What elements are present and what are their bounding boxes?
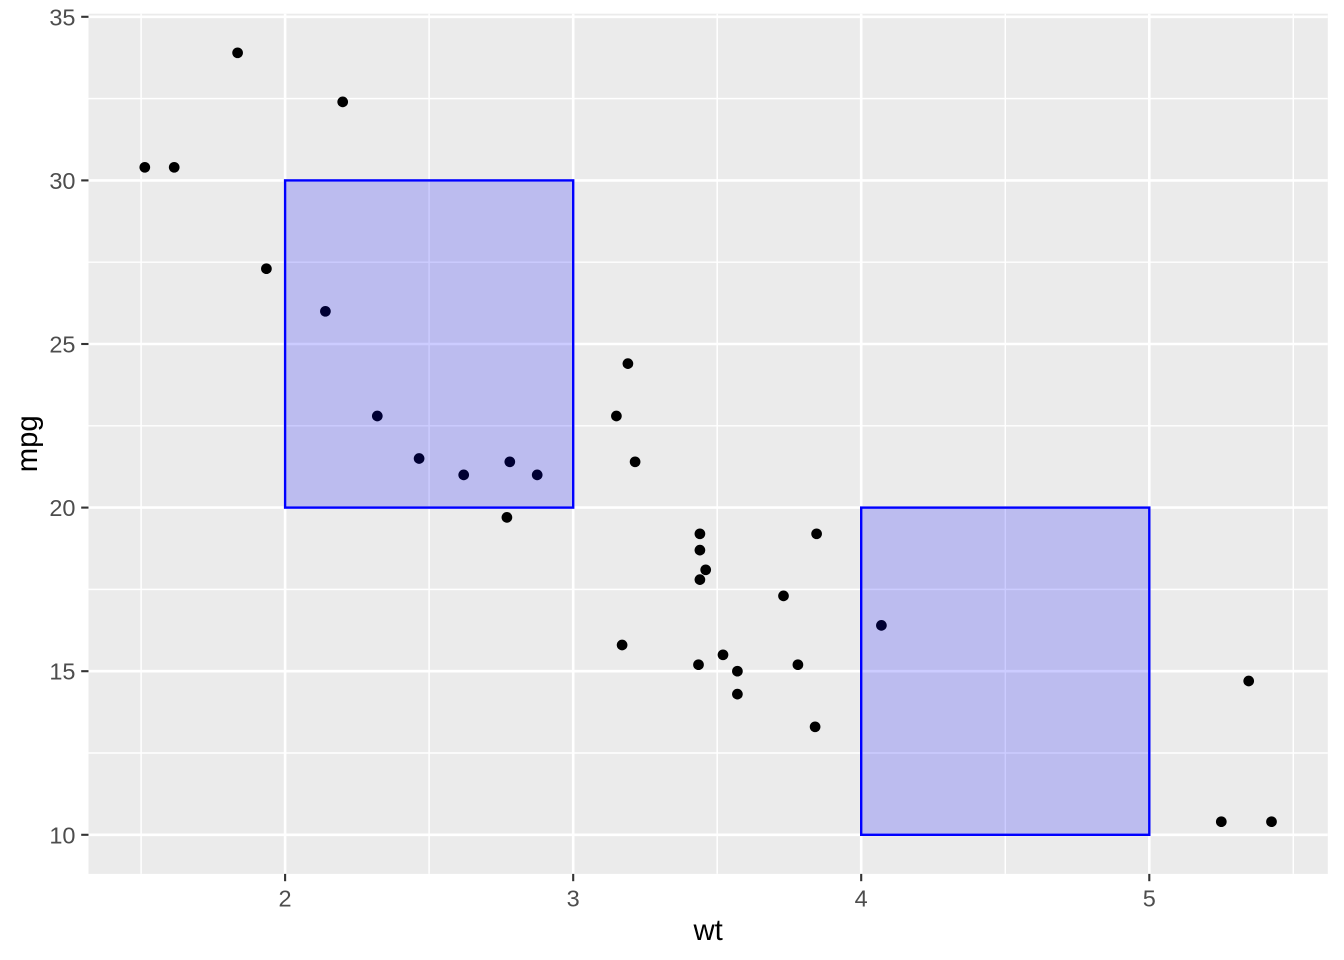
svg-text:20: 20 [49, 495, 75, 521]
svg-text:mpg: mpg [11, 415, 44, 472]
svg-text:35: 35 [49, 4, 75, 30]
svg-text:4: 4 [855, 886, 868, 912]
svg-text:2: 2 [279, 886, 292, 912]
svg-text:10: 10 [49, 822, 75, 848]
svg-text:15: 15 [49, 659, 75, 685]
svg-text:30: 30 [49, 168, 75, 194]
svg-text:3: 3 [567, 886, 580, 912]
svg-text:5: 5 [1143, 886, 1156, 912]
svg-text:25: 25 [49, 332, 75, 358]
svg-text:wt: wt [692, 914, 722, 947]
